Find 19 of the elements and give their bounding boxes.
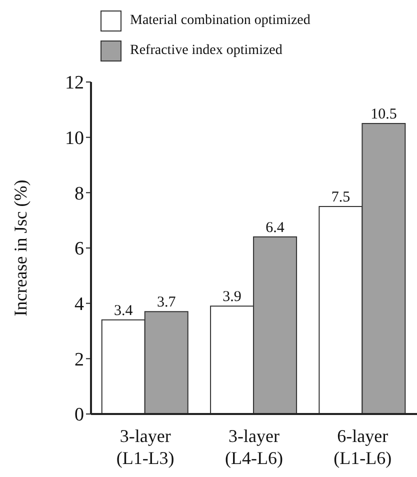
x-tick-label: 6-layer (L1-L6) xyxy=(334,426,392,468)
data-label: 7.5 xyxy=(331,190,350,206)
data-label: 6.4 xyxy=(266,220,285,236)
y-axis-title: Increase in Jsc (%) xyxy=(10,180,30,316)
data-label: 3.4 xyxy=(114,302,134,319)
y-tick-label: 8 xyxy=(74,183,84,204)
y-tick-label: 10 xyxy=(65,128,84,150)
y-tick-label: 2 xyxy=(74,349,84,370)
legend-label: Refractive index optimized xyxy=(130,43,282,59)
data-label: 3.9 xyxy=(222,289,242,306)
data-label: 10.5 xyxy=(370,106,397,122)
y-tick-label: 4 xyxy=(74,294,84,316)
x-tick-label: 3-layer (L1-L3) xyxy=(116,426,174,468)
data-label: 3.7 xyxy=(156,294,176,311)
x-tick-label: 3-layer (L4-L6) xyxy=(225,426,283,468)
legend-label: Material combination optimized xyxy=(130,13,310,29)
y-tick-label: 6 xyxy=(74,238,84,260)
y-tick-label: 12 xyxy=(65,72,84,94)
y-tick-label: 0 xyxy=(74,404,84,426)
